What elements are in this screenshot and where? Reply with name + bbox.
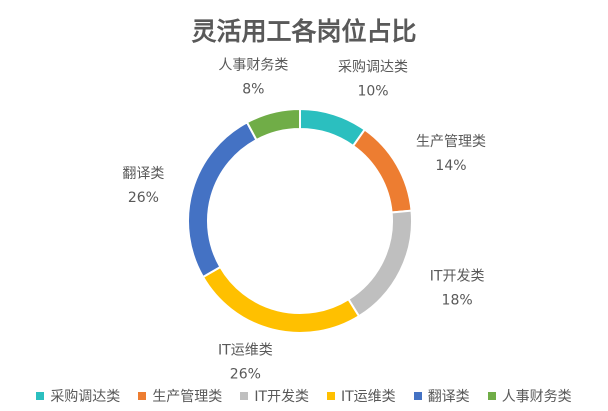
donut-slice <box>299 107 367 148</box>
donut-slice <box>351 128 413 214</box>
slice-value-label: 18% <box>442 292 473 308</box>
donut-chart: 采购调达类 10% 生产管理类 14% IT开发类 18% IT运维类 26% 翻译类 26% 人事… <box>122 57 486 380</box>
donut-slice <box>347 209 413 318</box>
legend-item: 人事财务类 <box>487 386 572 406</box>
slice-value-label: 26% <box>128 190 159 206</box>
slice-value-label: 8% <box>242 81 264 97</box>
chart-title: 灵活用工各岗位占比 <box>191 17 417 46</box>
slice-value-label: 26% <box>230 367 261 380</box>
legend-label: 翻译类 <box>427 389 470 405</box>
legend-label: 采购调达类 <box>50 389 121 405</box>
slice-category-label: IT运维类 <box>218 343 273 359</box>
legend-swatch <box>138 392 147 400</box>
donut-slice <box>187 120 258 279</box>
legend-label: IT开发类 <box>254 389 309 405</box>
slice-category-label: 采购调达类 <box>338 60 408 76</box>
slice-category-label: IT开发类 <box>430 268 485 284</box>
chart-legend: 采购调达类 生产管理类 IT开发类 IT运维类 翻译类 人事财务类 <box>0 386 608 406</box>
legend-item: IT开发类 <box>240 386 309 406</box>
legend-swatch <box>413 392 422 400</box>
slice-category-label: 生产管理类 <box>416 134 486 150</box>
legend-swatch <box>327 392 335 400</box>
slice-category-label: 人事财务类 <box>218 57 288 73</box>
legend-label: 人事财务类 <box>501 389 572 405</box>
legend-swatch <box>487 392 496 400</box>
legend-swatch <box>36 392 45 400</box>
legend-label: IT运维类 <box>341 389 396 405</box>
legend-swatch <box>240 392 249 400</box>
legend-item: 采购调达类 <box>36 386 120 406</box>
legend-label: 生产管理类 <box>152 389 223 405</box>
legend-item: 生产管理类 <box>138 386 222 406</box>
slice-category-label: 翻译类 <box>122 166 164 182</box>
donut-slice <box>245 107 301 142</box>
legend-item: 翻译类 <box>413 386 470 406</box>
legend-item: IT运维类 <box>327 386 396 406</box>
slice-value-label: 14% <box>435 158 466 174</box>
donut-slice <box>201 265 361 334</box>
slice-value-label: 10% <box>357 84 388 100</box>
